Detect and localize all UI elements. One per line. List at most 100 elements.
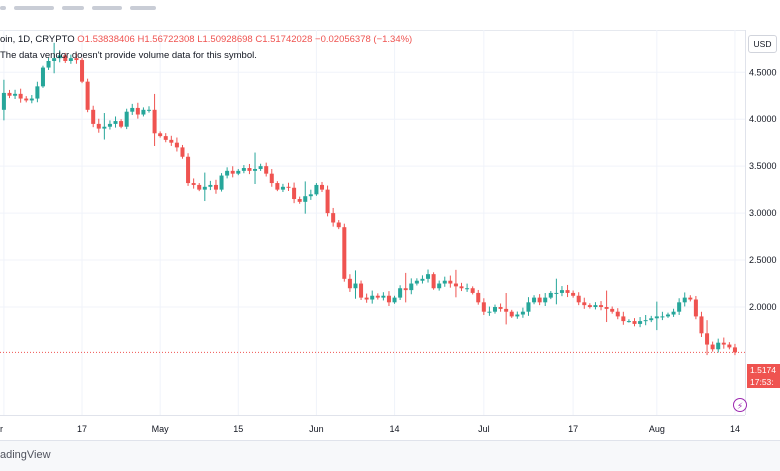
y-tick-label: 4.5000	[749, 67, 777, 77]
candle-body	[599, 305, 604, 308]
candle-body	[314, 184, 319, 195]
last-price-label: 1.5174 17:53:	[747, 364, 780, 388]
candle-body	[163, 136, 168, 140]
candle-body	[710, 344, 715, 350]
candle-body	[18, 93, 23, 99]
candle-body	[604, 307, 609, 309]
candle-body	[225, 170, 230, 176]
candle-body	[487, 311, 492, 313]
legend-symbol: oin, 1D, CRYPTO	[0, 34, 75, 45]
candle-body	[532, 297, 537, 303]
candle-body	[705, 333, 710, 345]
x-tick-label: r	[0, 424, 3, 434]
bar-countdown: 17:53:	[750, 377, 774, 387]
candle-body	[130, 107, 135, 112]
cropped-toolbar-text	[0, 6, 230, 20]
price-axis[interactable]: 4.5000 4.0000 3.5000 3.0000 2.5000 2.0000	[745, 30, 780, 415]
candle-body	[113, 121, 118, 124]
candle-body	[46, 60, 51, 68]
candle-body	[13, 93, 18, 96]
candle-body	[275, 183, 280, 190]
x-tick-label: Aug	[649, 424, 665, 434]
candle-body	[431, 274, 436, 289]
candle-body	[375, 295, 380, 298]
candle-body	[677, 302, 682, 312]
candle-body	[353, 283, 358, 289]
candle-body	[63, 55, 68, 61]
candle-body	[649, 318, 654, 321]
candle-body	[230, 170, 235, 174]
candle-body	[403, 288, 408, 291]
candle-body	[119, 121, 124, 127]
candle-body	[342, 227, 347, 279]
y-tick-label: 2.5000	[749, 255, 777, 265]
candle-body	[437, 283, 442, 289]
lightning-icon[interactable]: ⚡	[733, 398, 747, 412]
candle-body	[470, 288, 475, 293]
candle-body	[632, 321, 637, 324]
candle-body	[96, 123, 101, 129]
candle-body	[57, 55, 62, 59]
x-tick-label: 17	[77, 424, 87, 434]
candle-body	[219, 175, 224, 190]
legend-close: C1.51742028	[255, 34, 313, 45]
candle-body	[392, 297, 397, 303]
candle-body	[492, 307, 498, 312]
y-tick-label: 3.5000	[749, 161, 777, 171]
top-toolbar-strip	[0, 0, 780, 31]
candle-body	[621, 316, 626, 322]
currency-button[interactable]: USD	[748, 35, 777, 53]
candle-body	[576, 295, 581, 303]
x-tick-label: 15	[233, 424, 243, 434]
candle-body	[615, 311, 620, 317]
candle-body	[325, 189, 330, 214]
candle-body	[414, 280, 419, 284]
candle-body	[398, 288, 403, 298]
candle-body	[208, 184, 213, 187]
candle-body	[582, 302, 587, 306]
candle-body	[174, 142, 179, 148]
candle-body	[241, 168, 246, 171]
price-axis-labels: 4.5000 4.0000 3.5000 3.0000 2.5000 2.0000	[749, 67, 777, 312]
candle-body	[253, 168, 258, 171]
candle-body	[554, 292, 559, 294]
x-tick-label: Jun	[309, 424, 324, 434]
candle-body	[515, 314, 520, 317]
candle-body	[498, 307, 503, 309]
candle-body	[699, 316, 704, 334]
candle-body	[409, 283, 414, 291]
time-axis-labels: r 17 May 15 Jun 14 Jul 17 Aug 14	[0, 424, 740, 434]
candle-body	[693, 299, 698, 317]
candle-body	[654, 316, 659, 319]
candle-body	[682, 297, 687, 303]
candle-body	[186, 156, 191, 184]
candle-body	[107, 123, 112, 127]
candle-body	[35, 86, 40, 99]
candle-body	[197, 184, 202, 190]
candle-body	[643, 320, 648, 322]
candle-body	[303, 196, 308, 202]
candle-body	[297, 199, 302, 202]
candlestick-chart[interactable]	[0, 30, 745, 415]
candle-body	[180, 147, 185, 157]
candle-body	[504, 308, 509, 312]
candle-body	[1, 92, 6, 110]
candle-body	[688, 297, 693, 300]
candle-body	[638, 321, 643, 324]
plot-area[interactable]	[0, 30, 745, 415]
legend-low: L1.50928698	[197, 34, 253, 45]
candle-body	[158, 133, 163, 137]
candle-body	[258, 166, 263, 169]
candle-body	[732, 347, 737, 353]
candle-body	[381, 295, 386, 298]
candle-body	[571, 292, 576, 296]
candle-body	[169, 139, 174, 143]
candle-body	[213, 184, 218, 190]
candle-body	[543, 297, 548, 303]
candle-body	[141, 109, 146, 115]
candle-body	[716, 342, 721, 350]
candle-body	[102, 126, 107, 129]
candle-body	[459, 286, 464, 289]
time-axis[interactable]: r 17 May 15 Jun 14 Jul 17 Aug 14	[0, 415, 745, 441]
candle-body	[286, 186, 291, 188]
